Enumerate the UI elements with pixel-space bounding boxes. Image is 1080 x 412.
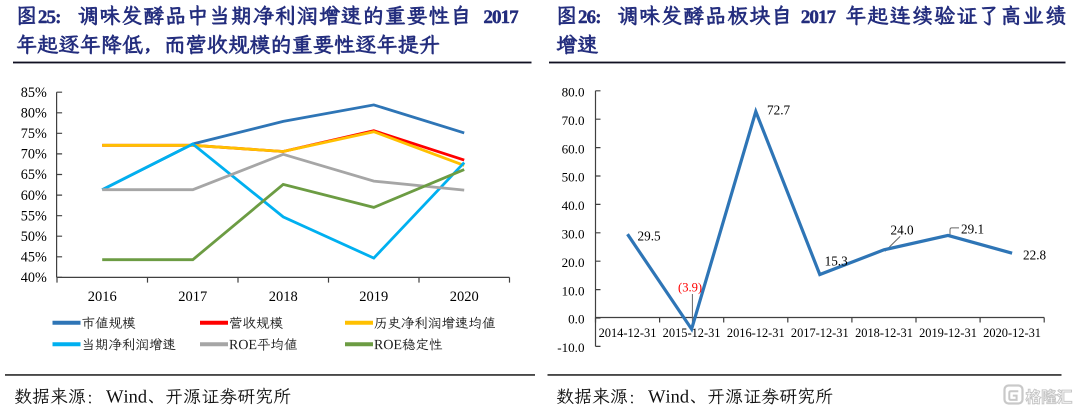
svg-text:50.0: 50.0 xyxy=(562,170,585,185)
svg-text:2018-12-31: 2018-12-31 xyxy=(855,326,913,340)
svg-text:10.0: 10.0 xyxy=(562,283,585,298)
svg-text:2020: 2020 xyxy=(450,289,479,305)
svg-text:20.0: 20.0 xyxy=(562,255,585,270)
svg-text:55%: 55% xyxy=(21,208,47,224)
svg-text:2020-12-31: 2020-12-31 xyxy=(983,326,1041,340)
svg-text:65%: 65% xyxy=(21,167,47,183)
svg-text:24.0: 24.0 xyxy=(891,223,914,238)
svg-text:15.3: 15.3 xyxy=(825,254,848,269)
svg-text:2015-12-31: 2015-12-31 xyxy=(663,326,721,340)
svg-text:29.1: 29.1 xyxy=(961,221,984,236)
svg-text:-10.0: -10.0 xyxy=(557,340,585,355)
svg-text:2017: 2017 xyxy=(178,289,207,305)
svg-text:80%: 80% xyxy=(21,106,47,122)
svg-text:2019: 2019 xyxy=(359,289,388,305)
svg-text:60%: 60% xyxy=(21,188,47,204)
svg-text:22.8: 22.8 xyxy=(1023,248,1046,263)
svg-text:2014-12-31: 2014-12-31 xyxy=(599,326,657,340)
svg-text:70%: 70% xyxy=(21,147,47,163)
svg-text:(3.9): (3.9) xyxy=(678,281,702,295)
svg-text:75%: 75% xyxy=(21,126,47,142)
svg-text:2016: 2016 xyxy=(88,289,117,305)
svg-text:60.0: 60.0 xyxy=(562,141,585,156)
svg-text:50%: 50% xyxy=(21,229,47,245)
svg-text:80.0: 80.0 xyxy=(562,85,585,100)
svg-text:85%: 85% xyxy=(21,85,47,101)
svg-text:2018: 2018 xyxy=(269,289,298,305)
svg-text:45%: 45% xyxy=(21,250,47,266)
svg-text:72.7: 72.7 xyxy=(767,103,790,118)
svg-text:30.0: 30.0 xyxy=(562,227,585,242)
svg-text:2019-12-31: 2019-12-31 xyxy=(919,326,977,340)
svg-text:40%: 40% xyxy=(21,270,47,286)
svg-text:29.5: 29.5 xyxy=(638,229,661,244)
svg-text:2016-12-31: 2016-12-31 xyxy=(727,326,785,340)
svg-text:2017-12-31: 2017-12-31 xyxy=(791,326,849,340)
svg-text:70.0: 70.0 xyxy=(562,113,585,128)
svg-text:0.0: 0.0 xyxy=(568,312,585,327)
svg-text:40.0: 40.0 xyxy=(562,198,585,213)
